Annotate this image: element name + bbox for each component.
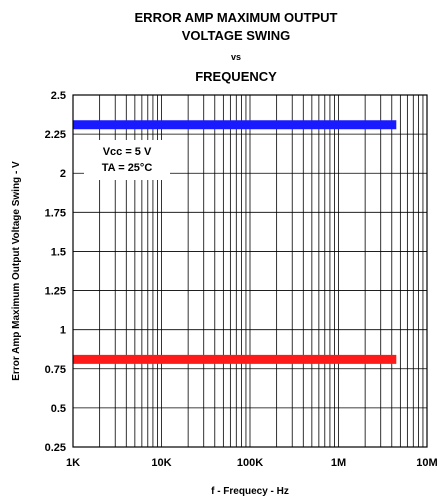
series-layer (73, 120, 397, 364)
x-axis-label: f - Frequecy - Hz (211, 486, 289, 497)
x-tick-labels: 1K 10K 100K 1M 10M (66, 457, 438, 469)
chart-title: ERROR AMP MAXIMUM OUTPUT VOLTAGE SWING v… (135, 10, 338, 84)
y-tick-label: 0.5 (51, 403, 66, 415)
y-tick-labels: 0.25 0.5 0.75 1 1.25 1.5 1.75 2 2.25 2.5 (45, 90, 66, 454)
y-tick-label: 0.75 (45, 364, 66, 376)
annotation-box: Vcc = 5 V TA = 25°C (84, 140, 170, 180)
title-line-3: vs (231, 52, 241, 62)
x-tick-label: 1K (66, 457, 80, 469)
y-tick-label: 2.5 (51, 90, 66, 102)
y-tick-label: 1.75 (45, 207, 66, 219)
title-line-1: ERROR AMP MAXIMUM OUTPUT (135, 10, 338, 25)
x-tick-label: 10K (151, 457, 171, 469)
annotation-vcc: Vcc = 5 V (103, 146, 152, 158)
y-axis-label: Error Amp Maximum Output Voltage Swing -… (11, 161, 22, 381)
y-tick-label: 2.25 (45, 129, 66, 141)
y-tick-label: 2 (60, 168, 66, 180)
y-tick-label: 1 (60, 325, 66, 337)
y-tick-label: 1.25 (45, 286, 66, 298)
annotation-background (84, 140, 170, 180)
title-line-4: FREQUENCY (195, 69, 277, 84)
plot-frame (72, 94, 428, 448)
y-tick-label: 0.25 (45, 442, 66, 454)
annotation-ta: TA = 25°C (102, 162, 153, 174)
x-tick-label: 1M (331, 457, 346, 469)
title-line-2: VOLTAGE SWING (182, 28, 291, 43)
y-tick-label: 1.5 (51, 246, 66, 258)
x-tick-label: 100K (237, 457, 263, 469)
x-tick-label: 10M (416, 457, 437, 469)
